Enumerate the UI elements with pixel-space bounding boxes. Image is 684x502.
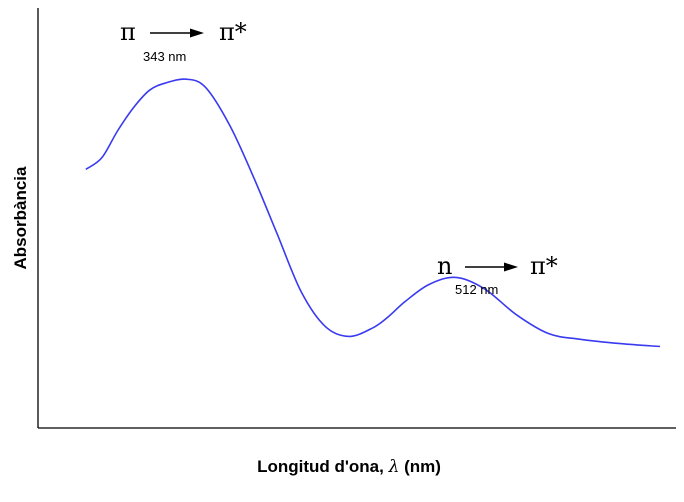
- y-axis-label: Absorbància: [11, 166, 30, 270]
- x-axis-label-unit: (nm): [404, 457, 441, 476]
- x-axis-label-symbol: λ: [388, 457, 400, 477]
- absorbance-curve: [85, 78, 661, 348]
- transition-arrowhead-1: [190, 28, 204, 38]
- transition-from-label-2: n: [437, 252, 452, 280]
- transition-to-label-2: π*: [530, 252, 558, 280]
- peak-wavelength-label-1: 343 nm: [143, 49, 186, 64]
- transition-from-label-1: π: [120, 18, 136, 46]
- annotation-n-pi-star: n π* 512 nm: [437, 252, 558, 297]
- transition-to-label-1: π*: [219, 18, 247, 46]
- annotation-pi-pi-star: π π* 343 nm: [120, 18, 247, 64]
- x-axis-label: Longitud d'ona, λ (nm): [257, 457, 441, 477]
- peak-wavelength-label-2: 512 nm: [455, 282, 498, 297]
- x-axis-label-main: Longitud d'ona,: [257, 457, 384, 476]
- transition-arrowhead-2: [504, 262, 518, 272]
